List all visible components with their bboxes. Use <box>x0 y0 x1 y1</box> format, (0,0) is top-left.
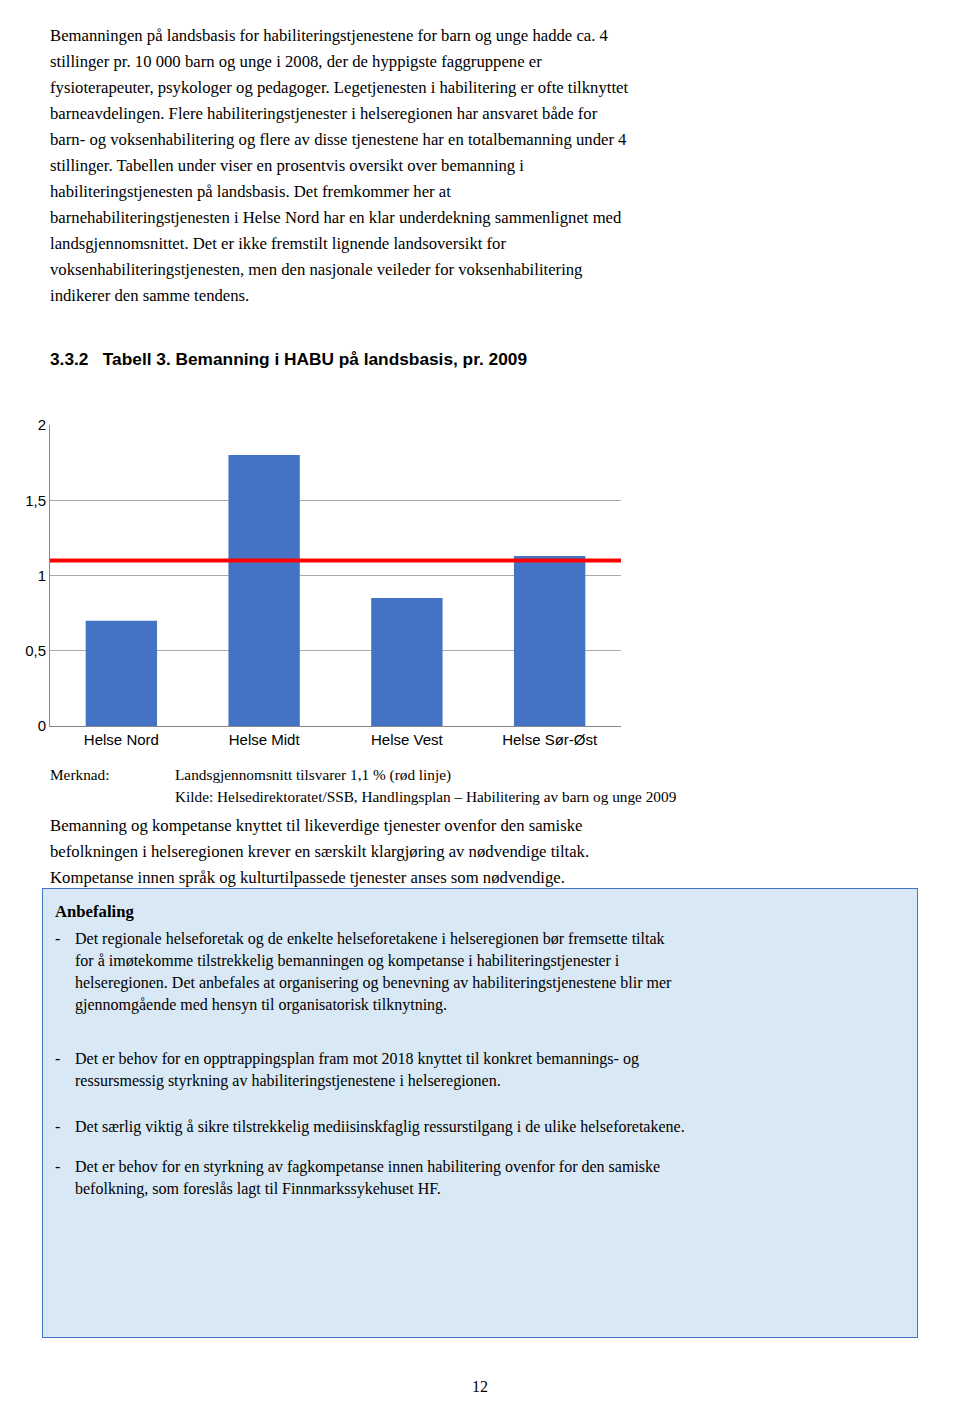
html-text:12: 12 <box>472 1378 488 1395</box>
html-text:stillinger. Tabellen under vis: stillinger. Tabellen under viser en pros… <box>50 156 524 175</box>
svg-text:Helse Nord: Helse Nord <box>84 731 159 748</box>
html-text:befolkningen i helseregionen k: befolkningen i helseregionen krever en s… <box>50 842 590 861</box>
html-text:fysioterapeuter, psykologer og: fysioterapeuter, psykologer og pedagoger… <box>50 78 629 97</box>
html-text:gjennomgående med hensyn til o: gjennomgående med hensyn til organisator… <box>75 996 448 1013</box>
svg-text:Helse Vest: Helse Vest <box>371 731 444 748</box>
html-text:Det regionale helseforetak og: Det regionale helseforetak og de enkelte… <box>75 930 665 947</box>
html-text:for å imøtekomme tilstrekkelig: for å imøtekomme tilstrekkelig bemanning… <box>75 952 620 969</box>
html-text:indikerer den samme tendens.: indikerer den samme tendens. <box>50 286 250 305</box>
svg-text:2: 2 <box>38 416 46 433</box>
svg-text:0: 0 <box>38 717 46 734</box>
html-text:3.3.2 Tabell 3. Bemanning i HA: 3.3.2 Tabell 3. Bemanning i HABU på land… <box>50 349 527 369</box>
svg-text:1,5: 1,5 <box>25 492 46 509</box>
html-text:Kompetanse innen språk og kult: Kompetanse innen språk og kulturtilpasse… <box>50 868 565 887</box>
html-text:stillinger pr. 10 000 barn og: stillinger pr. 10 000 barn og unge i 200… <box>50 52 542 71</box>
svg-text:Helse Midt: Helse Midt <box>229 731 301 748</box>
html-text:Det er behov for en styrkning: Det er behov for en styrkning av fagkomp… <box>75 1158 661 1175</box>
svg-text:0,5: 0,5 <box>25 642 46 659</box>
html-text:voksenhabiliteringstjenesten,: voksenhabiliteringstjenesten, men den na… <box>50 260 583 279</box>
html-text:Anbefaling: Anbefaling <box>55 902 134 921</box>
html-text:barneavdelingen. Flere habilit: barneavdelingen. Flere habiliteringstjen… <box>50 104 598 123</box>
html-text:Kilde: Helsedirektoratet/SSB,: Kilde: Helsedirektoratet/SSB, Handlingsp… <box>175 788 677 805</box>
svg-text:1: 1 <box>38 567 46 584</box>
html-text:Merknad:: Merknad: <box>50 766 110 783</box>
svg-text:Helse Sør-Øst: Helse Sør-Øst <box>502 731 598 748</box>
html-text:habiliteringstjenesten på land: habiliteringstjenesten på landsbasis. De… <box>50 182 451 201</box>
html-text:ressursmessig styrkning av hab: ressursmessig styrkning av habiliterings… <box>75 1072 501 1089</box>
html-text:Bemanning og kompetanse knytte: Bemanning og kompetanse knyttet til like… <box>50 816 583 835</box>
html-text:landsgjennomsnittet. Det er ik: landsgjennomsnittet. Det er ikke fremsti… <box>50 234 506 253</box>
html-text:Det særlig viktig å sikre tils: Det særlig viktig å sikre tilstrekkelig … <box>75 1118 685 1135</box>
html-text:befolkning, som foreslås lagt: befolkning, som foreslås lagt til Finnma… <box>75 1180 441 1197</box>
html-text:Bemanningen på landsbasis for: Bemanningen på landsbasis for habiliteri… <box>50 26 608 45</box>
html-text:barn- og voksenhabilitering og: barn- og voksenhabilitering og flere av … <box>50 130 627 149</box>
html-text:Landsgjennomsnitt tilsvarer 1,: Landsgjennomsnitt tilsvarer 1,1 % (rød l… <box>175 766 452 783</box>
html-text:Det er behov for en opptrappin: Det er behov for en opptrappingsplan fra… <box>75 1050 639 1067</box>
html-text:helseregionen. Det anbefales a: helseregionen. Det anbefales at organise… <box>75 974 672 991</box>
html-text:barnehabiliteringstjenesten i: barnehabiliteringstjenesten i Helse Nord… <box>50 208 622 227</box>
